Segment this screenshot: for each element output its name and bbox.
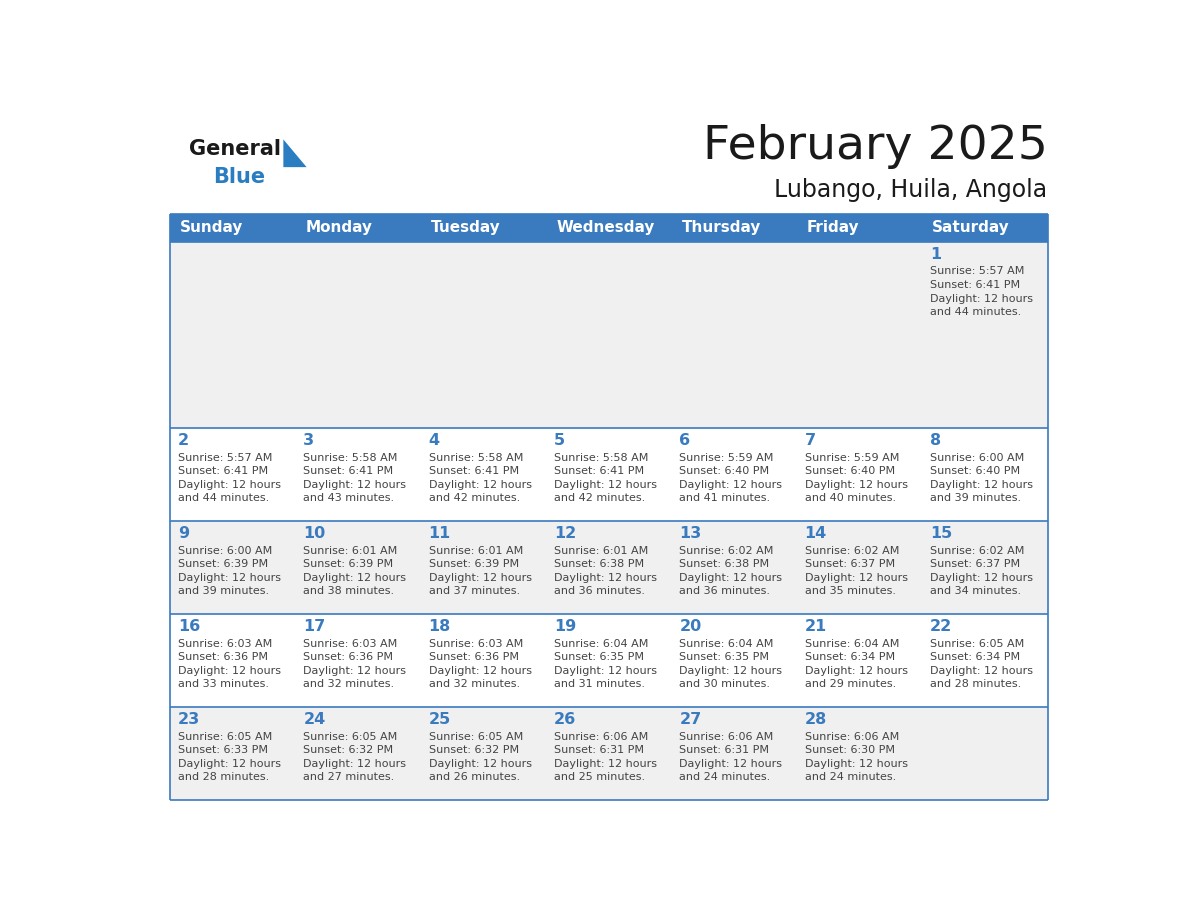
- Text: Saturday: Saturday: [933, 220, 1010, 236]
- Text: 11: 11: [429, 526, 451, 542]
- Text: 19: 19: [554, 620, 576, 634]
- Text: 10: 10: [303, 526, 326, 542]
- Text: 27: 27: [680, 712, 702, 727]
- Text: 6: 6: [680, 433, 690, 448]
- Text: 25: 25: [429, 712, 451, 727]
- Text: 2: 2: [178, 433, 189, 448]
- Text: Sunrise: 5:58 AM
Sunset: 6:41 PM
Daylight: 12 hours
and 42 minutes.: Sunrise: 5:58 AM Sunset: 6:41 PM Dayligh…: [554, 453, 657, 503]
- Text: 13: 13: [680, 526, 702, 542]
- Text: Sunrise: 6:06 AM
Sunset: 6:31 PM
Daylight: 12 hours
and 24 minutes.: Sunrise: 6:06 AM Sunset: 6:31 PM Dayligh…: [680, 732, 782, 782]
- Text: 8: 8: [930, 433, 941, 448]
- Text: Sunrise: 6:00 AM
Sunset: 6:39 PM
Daylight: 12 hours
and 39 minutes.: Sunrise: 6:00 AM Sunset: 6:39 PM Dayligh…: [178, 545, 280, 597]
- Text: 22: 22: [930, 620, 952, 634]
- Text: Sunrise: 5:57 AM
Sunset: 6:41 PM
Daylight: 12 hours
and 44 minutes.: Sunrise: 5:57 AM Sunset: 6:41 PM Dayligh…: [930, 266, 1032, 318]
- Polygon shape: [284, 140, 307, 167]
- Text: 16: 16: [178, 620, 201, 634]
- Text: Sunrise: 6:02 AM
Sunset: 6:37 PM
Daylight: 12 hours
and 34 minutes.: Sunrise: 6:02 AM Sunset: 6:37 PM Dayligh…: [930, 545, 1032, 597]
- Text: Sunrise: 6:02 AM
Sunset: 6:37 PM
Daylight: 12 hours
and 35 minutes.: Sunrise: 6:02 AM Sunset: 6:37 PM Dayligh…: [804, 545, 908, 597]
- Text: Tuesday: Tuesday: [431, 220, 500, 236]
- Text: Sunrise: 6:03 AM
Sunset: 6:36 PM
Daylight: 12 hours
and 33 minutes.: Sunrise: 6:03 AM Sunset: 6:36 PM Dayligh…: [178, 639, 280, 689]
- Text: Wednesday: Wednesday: [556, 220, 655, 236]
- Text: Sunrise: 6:03 AM
Sunset: 6:36 PM
Daylight: 12 hours
and 32 minutes.: Sunrise: 6:03 AM Sunset: 6:36 PM Dayligh…: [303, 639, 406, 689]
- Text: Sunrise: 6:06 AM
Sunset: 6:30 PM
Daylight: 12 hours
and 24 minutes.: Sunrise: 6:06 AM Sunset: 6:30 PM Dayligh…: [804, 732, 908, 782]
- Text: Sunrise: 6:02 AM
Sunset: 6:38 PM
Daylight: 12 hours
and 36 minutes.: Sunrise: 6:02 AM Sunset: 6:38 PM Dayligh…: [680, 545, 782, 597]
- Text: Sunrise: 6:01 AM
Sunset: 6:39 PM
Daylight: 12 hours
and 37 minutes.: Sunrise: 6:01 AM Sunset: 6:39 PM Dayligh…: [429, 545, 531, 597]
- Bar: [170, 614, 1048, 707]
- Text: 15: 15: [930, 526, 952, 542]
- Text: Sunrise: 5:59 AM
Sunset: 6:40 PM
Daylight: 12 hours
and 40 minutes.: Sunrise: 5:59 AM Sunset: 6:40 PM Dayligh…: [804, 453, 908, 503]
- Text: Sunrise: 6:04 AM
Sunset: 6:34 PM
Daylight: 12 hours
and 29 minutes.: Sunrise: 6:04 AM Sunset: 6:34 PM Dayligh…: [804, 639, 908, 689]
- Text: Sunrise: 6:05 AM
Sunset: 6:34 PM
Daylight: 12 hours
and 28 minutes.: Sunrise: 6:05 AM Sunset: 6:34 PM Dayligh…: [930, 639, 1032, 689]
- Text: Sunrise: 5:58 AM
Sunset: 6:41 PM
Daylight: 12 hours
and 43 minutes.: Sunrise: 5:58 AM Sunset: 6:41 PM Dayligh…: [303, 453, 406, 503]
- Text: 28: 28: [804, 712, 827, 727]
- Text: 4: 4: [429, 433, 440, 448]
- Bar: [170, 214, 1048, 241]
- Text: 12: 12: [554, 526, 576, 542]
- Text: 5: 5: [554, 433, 565, 448]
- Text: Sunrise: 6:01 AM
Sunset: 6:38 PM
Daylight: 12 hours
and 36 minutes.: Sunrise: 6:01 AM Sunset: 6:38 PM Dayligh…: [554, 545, 657, 597]
- Text: 9: 9: [178, 526, 189, 542]
- Text: 20: 20: [680, 620, 702, 634]
- Text: 3: 3: [303, 433, 315, 448]
- Text: Sunrise: 6:06 AM
Sunset: 6:31 PM
Daylight: 12 hours
and 25 minutes.: Sunrise: 6:06 AM Sunset: 6:31 PM Dayligh…: [554, 732, 657, 782]
- Text: 18: 18: [429, 620, 451, 634]
- Text: 1: 1: [930, 247, 941, 263]
- Text: Sunrise: 6:05 AM
Sunset: 6:32 PM
Daylight: 12 hours
and 27 minutes.: Sunrise: 6:05 AM Sunset: 6:32 PM Dayligh…: [303, 732, 406, 782]
- Text: Sunrise: 6:05 AM
Sunset: 6:32 PM
Daylight: 12 hours
and 26 minutes.: Sunrise: 6:05 AM Sunset: 6:32 PM Dayligh…: [429, 732, 531, 782]
- Text: February 2025: February 2025: [702, 124, 1048, 169]
- Text: Sunrise: 6:04 AM
Sunset: 6:35 PM
Daylight: 12 hours
and 31 minutes.: Sunrise: 6:04 AM Sunset: 6:35 PM Dayligh…: [554, 639, 657, 689]
- Text: Lubango, Huila, Angola: Lubango, Huila, Angola: [775, 178, 1048, 202]
- Text: 24: 24: [303, 712, 326, 727]
- Text: 21: 21: [804, 620, 827, 634]
- Text: Sunrise: 5:59 AM
Sunset: 6:40 PM
Daylight: 12 hours
and 41 minutes.: Sunrise: 5:59 AM Sunset: 6:40 PM Dayligh…: [680, 453, 782, 503]
- Text: 14: 14: [804, 526, 827, 542]
- Text: Sunrise: 6:03 AM
Sunset: 6:36 PM
Daylight: 12 hours
and 32 minutes.: Sunrise: 6:03 AM Sunset: 6:36 PM Dayligh…: [429, 639, 531, 689]
- Text: Sunrise: 6:05 AM
Sunset: 6:33 PM
Daylight: 12 hours
and 28 minutes.: Sunrise: 6:05 AM Sunset: 6:33 PM Dayligh…: [178, 732, 280, 782]
- Bar: [170, 707, 1048, 800]
- Text: Sunday: Sunday: [181, 220, 244, 236]
- Text: Sunrise: 6:04 AM
Sunset: 6:35 PM
Daylight: 12 hours
and 30 minutes.: Sunrise: 6:04 AM Sunset: 6:35 PM Dayligh…: [680, 639, 782, 689]
- Text: Sunrise: 5:58 AM
Sunset: 6:41 PM
Daylight: 12 hours
and 42 minutes.: Sunrise: 5:58 AM Sunset: 6:41 PM Dayligh…: [429, 453, 531, 503]
- Text: 17: 17: [303, 620, 326, 634]
- Text: Sunrise: 6:00 AM
Sunset: 6:40 PM
Daylight: 12 hours
and 39 minutes.: Sunrise: 6:00 AM Sunset: 6:40 PM Dayligh…: [930, 453, 1032, 503]
- Bar: [170, 241, 1048, 428]
- Text: Blue: Blue: [214, 167, 266, 187]
- Text: Thursday: Thursday: [682, 220, 762, 236]
- Bar: [170, 521, 1048, 614]
- Text: General: General: [189, 140, 280, 160]
- Text: Monday: Monday: [305, 220, 373, 236]
- Bar: [170, 428, 1048, 521]
- Text: 7: 7: [804, 433, 816, 448]
- Text: 23: 23: [178, 712, 201, 727]
- Text: Sunrise: 6:01 AM
Sunset: 6:39 PM
Daylight: 12 hours
and 38 minutes.: Sunrise: 6:01 AM Sunset: 6:39 PM Dayligh…: [303, 545, 406, 597]
- Text: 26: 26: [554, 712, 576, 727]
- Text: Sunrise: 5:57 AM
Sunset: 6:41 PM
Daylight: 12 hours
and 44 minutes.: Sunrise: 5:57 AM Sunset: 6:41 PM Dayligh…: [178, 453, 280, 503]
- Text: Friday: Friday: [807, 220, 860, 236]
